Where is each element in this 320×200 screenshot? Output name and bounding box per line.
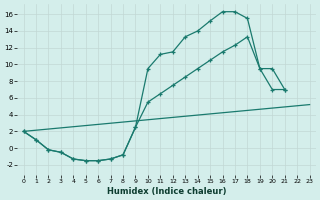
X-axis label: Humidex (Indice chaleur): Humidex (Indice chaleur) bbox=[107, 187, 226, 196]
